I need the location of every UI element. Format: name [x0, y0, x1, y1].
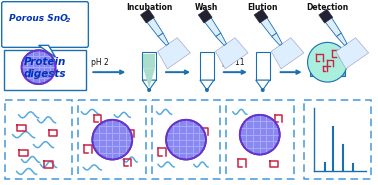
Text: pH 2: pH 2 — [91, 58, 109, 67]
Polygon shape — [204, 16, 221, 36]
Circle shape — [240, 115, 280, 154]
Polygon shape — [216, 33, 226, 46]
Text: 2: 2 — [65, 18, 70, 23]
Circle shape — [205, 88, 209, 92]
Text: pH 11: pH 11 — [222, 58, 244, 67]
Polygon shape — [143, 68, 155, 88]
Polygon shape — [336, 33, 347, 46]
Bar — [5, 100, 73, 179]
FancyBboxPatch shape — [2, 2, 88, 47]
Polygon shape — [158, 38, 190, 69]
Text: Porous SnO: Porous SnO — [9, 14, 67, 23]
FancyBboxPatch shape — [256, 52, 270, 80]
Polygon shape — [319, 9, 333, 23]
Circle shape — [261, 88, 265, 92]
Polygon shape — [146, 16, 163, 36]
FancyBboxPatch shape — [310, 70, 345, 76]
Polygon shape — [336, 38, 369, 69]
Polygon shape — [259, 16, 277, 36]
Polygon shape — [215, 38, 248, 69]
Bar — [226, 100, 294, 179]
FancyBboxPatch shape — [142, 52, 156, 80]
Circle shape — [22, 50, 56, 84]
Circle shape — [166, 120, 206, 159]
Text: Detection: Detection — [306, 3, 349, 12]
Bar — [152, 100, 220, 179]
Polygon shape — [198, 9, 212, 23]
Polygon shape — [158, 33, 169, 46]
Circle shape — [92, 120, 132, 159]
Polygon shape — [254, 9, 268, 23]
FancyBboxPatch shape — [200, 52, 214, 80]
FancyBboxPatch shape — [143, 54, 155, 68]
Polygon shape — [324, 16, 341, 36]
Polygon shape — [272, 33, 282, 46]
Text: Wash: Wash — [195, 3, 218, 12]
Polygon shape — [141, 9, 154, 23]
Polygon shape — [256, 80, 270, 90]
Text: Incubation: Incubation — [126, 3, 172, 12]
Bar — [304, 100, 371, 179]
Polygon shape — [142, 80, 156, 90]
Polygon shape — [271, 38, 304, 69]
Text: Elution: Elution — [248, 3, 278, 12]
Text: Protein
digests: Protein digests — [24, 57, 66, 79]
Circle shape — [147, 88, 151, 92]
FancyBboxPatch shape — [4, 50, 87, 90]
Polygon shape — [200, 80, 214, 90]
Polygon shape — [39, 45, 56, 57]
Circle shape — [308, 42, 347, 82]
Bar — [78, 100, 146, 179]
